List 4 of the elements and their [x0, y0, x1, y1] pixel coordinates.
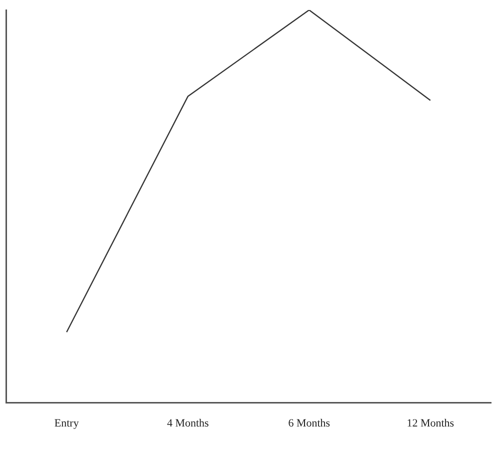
- x-tick-label: 4 Months: [166, 417, 209, 430]
- x-tick-label: 6 Months: [288, 417, 330, 430]
- x-tick-label: Entry: [54, 417, 80, 430]
- x-tick-label: 12 Months: [406, 417, 454, 430]
